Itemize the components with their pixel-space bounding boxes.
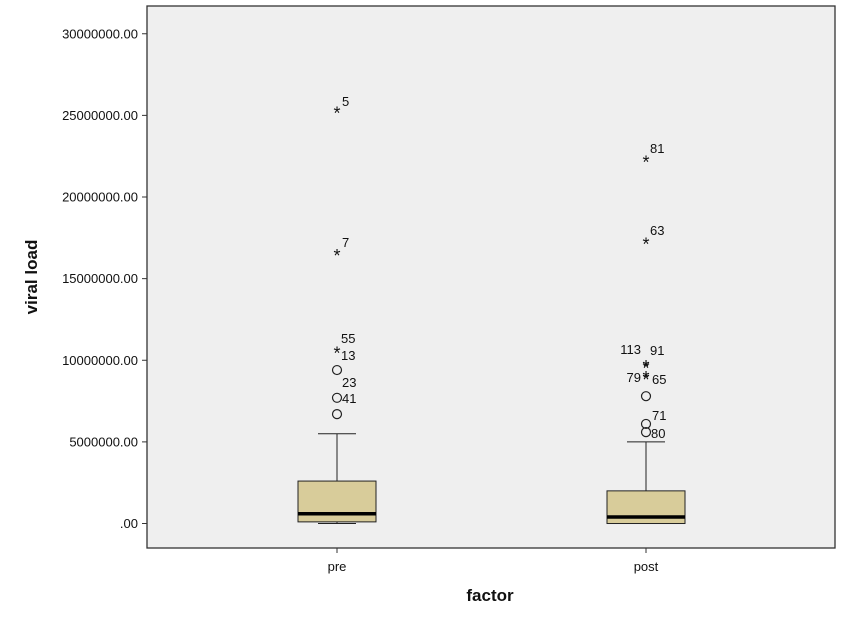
y-tick-label: 20000000.00 <box>62 190 138 205</box>
outlier-circle <box>331 392 343 403</box>
y-tick-label: 15000000.00 <box>62 271 138 286</box>
outlier-case-label: 81 <box>650 141 664 156</box>
outlier-case-label: 65 <box>652 372 666 387</box>
outlier-star: * <box>642 368 649 388</box>
y-tick-label: 10000000.00 <box>62 353 138 368</box>
outlier-case-label: 79 <box>627 370 641 385</box>
outlier-star: * <box>333 104 340 124</box>
y-tick-label: .00 <box>120 516 138 531</box>
outlier-circle <box>640 391 652 402</box>
outlier-case-label: 80 <box>651 426 665 441</box>
y-tick-label: 25000000.00 <box>62 108 138 123</box>
outlier-case-label: 91 <box>650 343 664 358</box>
outlier-case-label: 7 <box>342 235 349 250</box>
x-tick-label: pre <box>328 559 347 574</box>
outlier-case-label: 13 <box>341 348 355 363</box>
outlier-star: * <box>642 234 649 254</box>
outlier-case-label: 55 <box>341 331 355 346</box>
x-axis: pre post <box>328 548 659 574</box>
x-tick-label: post <box>634 559 659 574</box>
x-axis-title: factor <box>466 586 514 605</box>
outlier-star: * <box>333 344 340 364</box>
outlier-star: * <box>333 246 340 266</box>
outlier-case-label: 71 <box>652 408 666 423</box>
outlier-circle <box>331 364 343 376</box>
outlier-case-label: 23 <box>342 375 356 390</box>
y-tick-label: 5000000.00 <box>69 434 138 449</box>
y-axis-title: viral load <box>22 240 41 315</box>
outlier-star: * <box>642 153 649 173</box>
plot-area <box>146 5 836 549</box>
outlier-circle <box>640 426 652 438</box>
y-axis: .00 5000000.00 10000000.00 15000000.00 20000… <box>62 26 147 531</box>
outlier-case-label: 5 <box>342 94 349 109</box>
outlier-case-label: 63 <box>650 223 664 238</box>
outlier-circle <box>640 418 652 430</box>
y-tick-label: 30000000.00 <box>62 26 138 41</box>
outlier-case-label: 41 <box>342 391 356 406</box>
outlier-star: * <box>642 357 649 377</box>
outlier-star: * <box>642 358 649 378</box>
box <box>297 480 377 523</box>
outlier-circle <box>331 409 343 420</box>
outlier-case-label: 113 <box>620 342 641 357</box>
outlier-star: * <box>642 370 649 390</box>
